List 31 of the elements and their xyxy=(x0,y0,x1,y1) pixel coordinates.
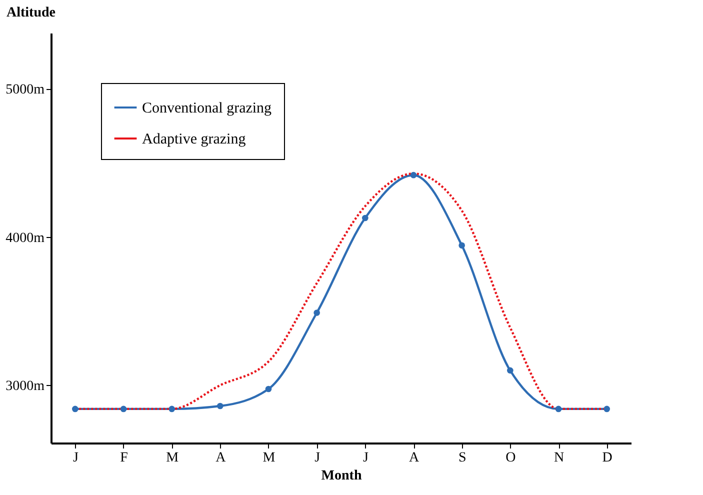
point xyxy=(120,406,127,412)
x-tick-label: A xyxy=(216,450,227,466)
x-tick-label: A xyxy=(408,450,420,466)
point xyxy=(314,310,320,316)
point xyxy=(72,406,78,412)
point xyxy=(265,386,272,392)
x-axis-title: Month xyxy=(321,468,362,484)
x-tick-label: O xyxy=(506,450,516,466)
y-tick-label: 4000m xyxy=(6,230,45,246)
x-tick-label: M xyxy=(262,450,276,466)
x-tick-label: S xyxy=(458,450,466,466)
point xyxy=(410,172,417,178)
point xyxy=(168,406,175,412)
x-tick-label: M xyxy=(166,450,180,466)
x-tick-label: D xyxy=(602,450,612,466)
x-tick-label: J xyxy=(362,450,369,466)
x-tick-label: J xyxy=(72,450,79,466)
point xyxy=(507,367,514,374)
legend-label: Conventional grazing xyxy=(142,100,272,116)
legend-label: Adaptive grazing xyxy=(142,132,246,148)
point xyxy=(555,406,562,412)
y-tick-label: 5000m xyxy=(6,82,45,98)
point xyxy=(458,242,465,249)
point xyxy=(604,406,610,412)
y-tick-label: 3000m xyxy=(6,378,45,394)
x-tick-label: J xyxy=(314,450,321,466)
x-tick-label: N xyxy=(554,450,564,466)
y-axis-title: Altitude xyxy=(6,6,56,20)
x-tick-label: F xyxy=(120,450,128,466)
point xyxy=(217,402,224,410)
point xyxy=(362,214,368,222)
